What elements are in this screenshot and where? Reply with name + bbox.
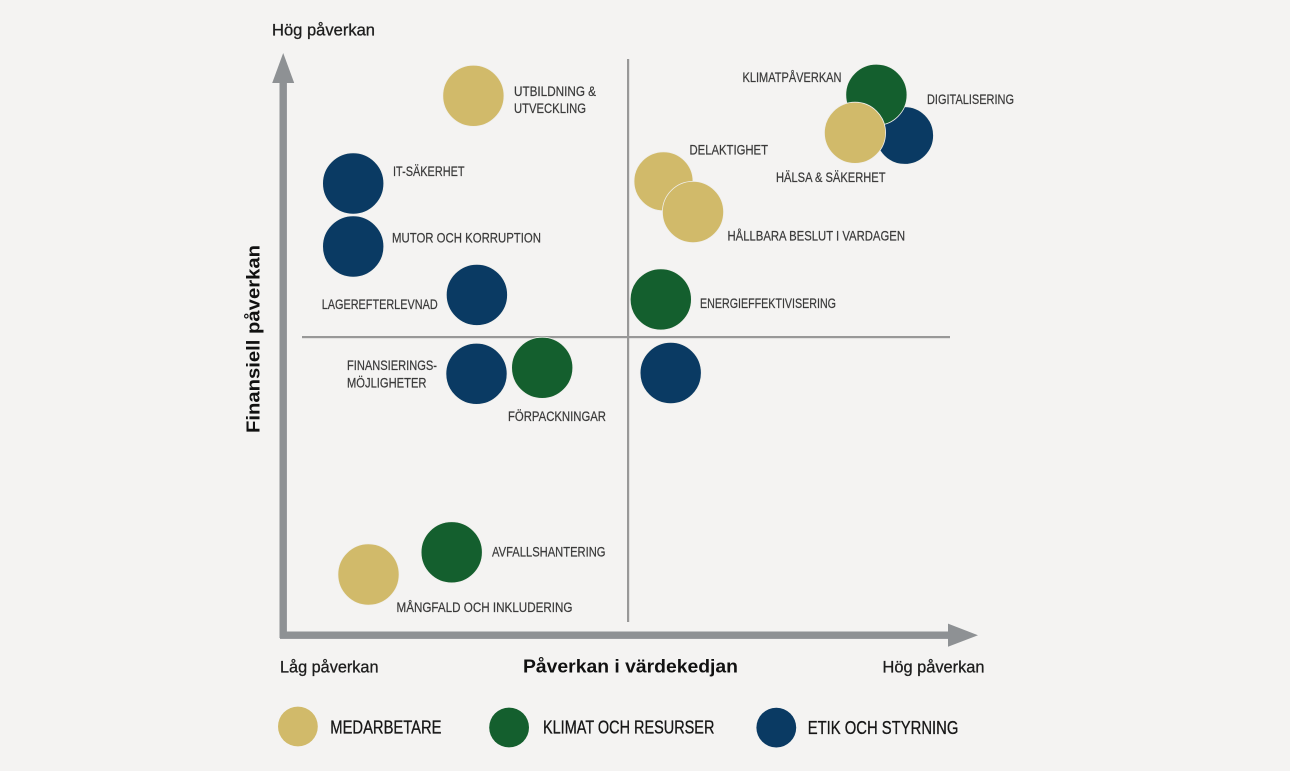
svg-text:MÅNGFALD OCH INKLUDERING: MÅNGFALD OCH INKLUDERING — [397, 599, 573, 615]
svg-text:Hög påverkan: Hög påverkan — [883, 658, 985, 677]
svg-text:FÖRPACKNINGAR: FÖRPACKNINGAR — [508, 407, 606, 424]
svg-text:ETIK OCH STYRNING: ETIK OCH STYRNING — [808, 718, 959, 738]
svg-text:ENERGIEFFEKTIVISERING: ENERGIEFFEKTIVISERING — [700, 295, 836, 311]
svg-text:DELAKTIGHET: DELAKTIGHET — [690, 142, 769, 158]
svg-text:KLIMATPÅVERKAN: KLIMATPÅVERKAN — [743, 69, 842, 85]
svg-text:UTBILDNING &: UTBILDNING & — [514, 83, 597, 99]
svg-text:Låg påverkan: Låg påverkan — [280, 658, 379, 677]
svg-text:LAGEREFTERLEVNAD: LAGEREFTERLEVNAD — [322, 296, 438, 312]
svg-text:IT-SÄKERHET: IT-SÄKERHET — [393, 163, 465, 179]
svg-text:KLIMAT OCH RESURSER: KLIMAT OCH RESURSER — [543, 717, 714, 737]
svg-text:DIGITALISERING: DIGITALISERING — [927, 91, 1014, 107]
svg-text:MÖJLIGHETER: MÖJLIGHETER — [347, 374, 427, 391]
svg-text:Påverkan i värdekedjan: Påverkan i värdekedjan — [523, 657, 738, 677]
svg-text:Finansiell påverkan: Finansiell påverkan — [244, 245, 264, 433]
svg-text:MEDARBETARE: MEDARBETARE — [330, 717, 441, 737]
svg-text:MUTOR OCH KORRUPTION: MUTOR OCH KORRUPTION — [392, 230, 541, 246]
svg-text:AVFALLSHANTERING: AVFALLSHANTERING — [492, 544, 606, 560]
svg-text:UTVECKLING: UTVECKLING — [514, 100, 586, 116]
svg-text:FINANSIERINGS-: FINANSIERINGS- — [347, 357, 437, 373]
svg-text:HÄLSA & SÄKERHET: HÄLSA & SÄKERHET — [776, 169, 886, 185]
svg-text:Hög påverkan: Hög påverkan — [272, 21, 375, 40]
svg-text:HÅLLBARA BESLUT I VARDAGEN: HÅLLBARA BESLUT I VARDAGEN — [728, 228, 906, 244]
